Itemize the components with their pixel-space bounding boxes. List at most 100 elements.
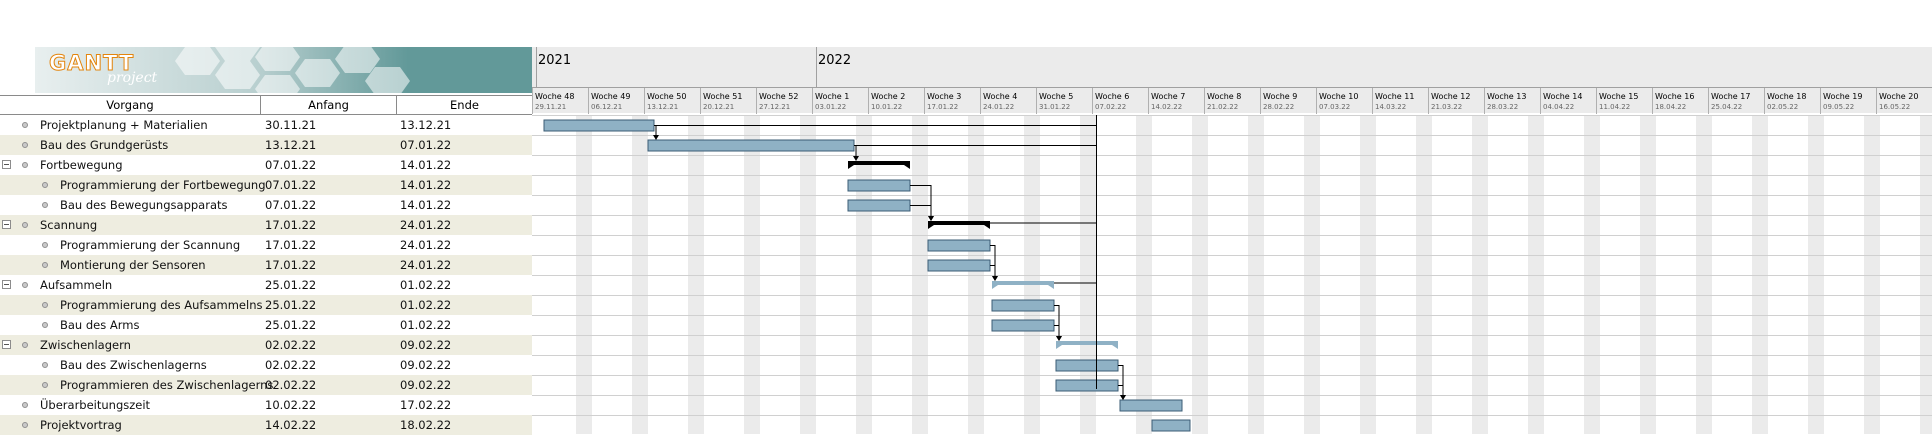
task-name[interactable]: Aufsammeln	[40, 278, 113, 292]
task-end-date[interactable]: 13.12.21	[400, 118, 452, 132]
task-row[interactable]: Zwischenlagern 02.02.22 09.02.22	[0, 335, 532, 355]
task-row[interactable]: Bau des Grundgerüsts 13.12.21 07.01.22	[0, 135, 532, 155]
summary-bar[interactable]	[928, 221, 990, 229]
task-bullet-icon	[22, 342, 28, 348]
task-name[interactable]: Bau des Grundgerüsts	[40, 138, 169, 152]
task-end-date[interactable]: 09.02.22	[400, 358, 452, 372]
gantt-chart-area[interactable]	[532, 115, 1932, 434]
task-row[interactable]: Bau des Bewegungsapparats 07.01.22 14.01.2…	[0, 195, 532, 215]
task-row[interactable]: Programmierung der Fortbewegung 07.01.22 1…	[0, 175, 532, 195]
task-name[interactable]: Programmierung des Aufsammelns	[60, 298, 263, 312]
task-bar[interactable]	[1055, 379, 1119, 392]
column-header-name[interactable]: Vorgang	[0, 96, 261, 114]
summary-bar[interactable]	[848, 161, 910, 169]
task-name[interactable]: Programmierung der Scannung	[60, 238, 241, 252]
task-end-date[interactable]: 01.02.22	[400, 298, 452, 312]
task-start-date[interactable]: 14.02.22	[265, 418, 317, 432]
task-name[interactable]: Fortbewegung	[40, 158, 123, 172]
task-name[interactable]: Scannung	[40, 218, 98, 232]
task-end-date[interactable]: 09.02.22	[400, 378, 452, 392]
task-bar[interactable]	[991, 299, 1055, 312]
task-bar[interactable]	[927, 259, 991, 272]
task-bar[interactable]	[847, 199, 911, 212]
task-start-date[interactable]: 10.02.22	[265, 398, 317, 412]
task-row[interactable]: Bau des Zwischenlagerns 02.02.22 09.02.22	[0, 355, 532, 375]
task-bar[interactable]	[927, 239, 991, 252]
task-name[interactable]: Montierung der Sensoren	[60, 258, 206, 272]
task-row[interactable]: Projektplanung + Materialien 30.11.21 13.1…	[0, 115, 532, 135]
task-end-date[interactable]: 14.01.22	[400, 158, 452, 172]
task-bullet-icon	[22, 142, 28, 148]
task-start-date[interactable]: 17.01.22	[265, 238, 317, 252]
task-row[interactable]: Fortbewegung 07.01.22 14.01.22	[0, 155, 532, 175]
task-row[interactable]: Programmierung des Aufsammelns 25.01.22 01…	[0, 295, 532, 315]
task-name[interactable]: Programmieren des Zwischenlagerns	[60, 378, 274, 392]
task-start-date[interactable]: 02.02.22	[265, 338, 317, 352]
task-name[interactable]: Bau des Zwischenlagerns	[60, 358, 207, 372]
task-name[interactable]: Zwischenlagern	[40, 338, 131, 352]
task-row[interactable]: Aufsammeln 25.01.22 01.02.22	[0, 275, 532, 295]
task-bar[interactable]	[543, 119, 655, 132]
task-row[interactable]: Scannung 17.01.22 24.01.22	[0, 215, 532, 235]
week-date: 20.12.21	[703, 103, 735, 111]
summary-bar[interactable]	[1056, 341, 1118, 349]
task-name[interactable]: Programmierung der Fortbewegung	[60, 178, 266, 192]
task-start-date[interactable]: 02.02.22	[265, 378, 317, 392]
week-date: 10.01.22	[871, 103, 903, 111]
task-start-date[interactable]: 25.01.22	[265, 298, 317, 312]
task-end-date[interactable]: 24.01.22	[400, 238, 452, 252]
task-start-date[interactable]: 25.01.22	[265, 278, 317, 292]
task-bar[interactable]	[1055, 359, 1119, 372]
summary-bar[interactable]	[992, 281, 1054, 289]
task-start-date[interactable]: 30.11.21	[265, 118, 317, 132]
task-end-date[interactable]: 07.01.22	[400, 138, 452, 152]
task-end-date[interactable]: 18.02.22	[400, 418, 452, 432]
task-end-date[interactable]: 09.02.22	[400, 338, 452, 352]
year-label: 2021	[538, 53, 572, 68]
task-bar[interactable]	[1119, 399, 1183, 412]
task-start-date[interactable]: 07.01.22	[265, 198, 317, 212]
column-header-end[interactable]: Ende	[450, 98, 479, 112]
task-name[interactable]: Projektplanung + Materialien	[40, 118, 208, 132]
task-end-date[interactable]: 24.01.22	[400, 218, 452, 232]
task-start-date[interactable]: 07.01.22	[265, 178, 317, 192]
task-start-date[interactable]: 17.01.22	[265, 258, 317, 272]
task-name[interactable]: Projektvortrag	[40, 418, 122, 432]
task-end-date[interactable]: 14.01.22	[400, 178, 452, 192]
week-date: 28.03.22	[1487, 103, 1519, 111]
collapse-toggle-icon[interactable]	[2, 220, 11, 229]
column-header-start[interactable]: Anfang	[261, 96, 397, 114]
task-row[interactable]: Programmierung der Scannung 17.01.22 24.01…	[0, 235, 532, 255]
task-bar[interactable]	[847, 179, 911, 192]
task-name[interactable]: Bau des Arms	[60, 318, 140, 332]
task-end-date[interactable]: 14.01.22	[400, 198, 452, 212]
collapse-toggle-icon[interactable]	[2, 280, 11, 289]
task-row[interactable]: Programmieren des Zwischenlagerns 02.02.2…	[0, 375, 532, 395]
week-column-header: Woche 20 16.05.22	[1876, 88, 1932, 114]
task-start-date[interactable]: 07.01.22	[265, 158, 317, 172]
task-end-date[interactable]: 24.01.22	[400, 258, 452, 272]
task-end-date[interactable]: 17.02.22	[400, 398, 452, 412]
dependency-arrow	[1118, 385, 1126, 400]
dependency-arrow	[910, 205, 934, 221]
task-start-date[interactable]: 17.01.22	[265, 218, 317, 232]
task-row[interactable]: Projektvortrag 14.02.22 18.02.22	[0, 415, 532, 435]
task-name[interactable]: Bau des Bewegungsapparats	[60, 198, 228, 212]
week-date: 14.02.22	[1151, 103, 1183, 111]
week-column-header: Woche 15 11.04.22	[1596, 88, 1652, 114]
task-row[interactable]: Bau des Arms 25.01.22 01.02.22	[0, 315, 532, 335]
task-end-date[interactable]: 01.02.22	[400, 318, 452, 332]
collapse-toggle-icon[interactable]	[2, 340, 11, 349]
weekend-shade	[1472, 115, 1488, 434]
task-row[interactable]: Überarbeitungszeit 10.02.22 17.02.22	[0, 395, 532, 415]
task-row[interactable]: Montierung der Sensoren 17.01.22 24.01.22	[0, 255, 532, 275]
task-start-date[interactable]: 02.02.22	[265, 358, 317, 372]
task-end-date[interactable]: 01.02.22	[400, 278, 452, 292]
task-bar[interactable]	[991, 319, 1055, 332]
task-start-date[interactable]: 13.12.21	[265, 138, 317, 152]
task-name[interactable]: Überarbeitungszeit	[40, 398, 151, 412]
task-start-date[interactable]: 25.01.22	[265, 318, 317, 332]
task-bar[interactable]	[647, 139, 855, 152]
task-bar[interactable]	[1151, 419, 1191, 432]
collapse-toggle-icon[interactable]	[2, 160, 11, 169]
